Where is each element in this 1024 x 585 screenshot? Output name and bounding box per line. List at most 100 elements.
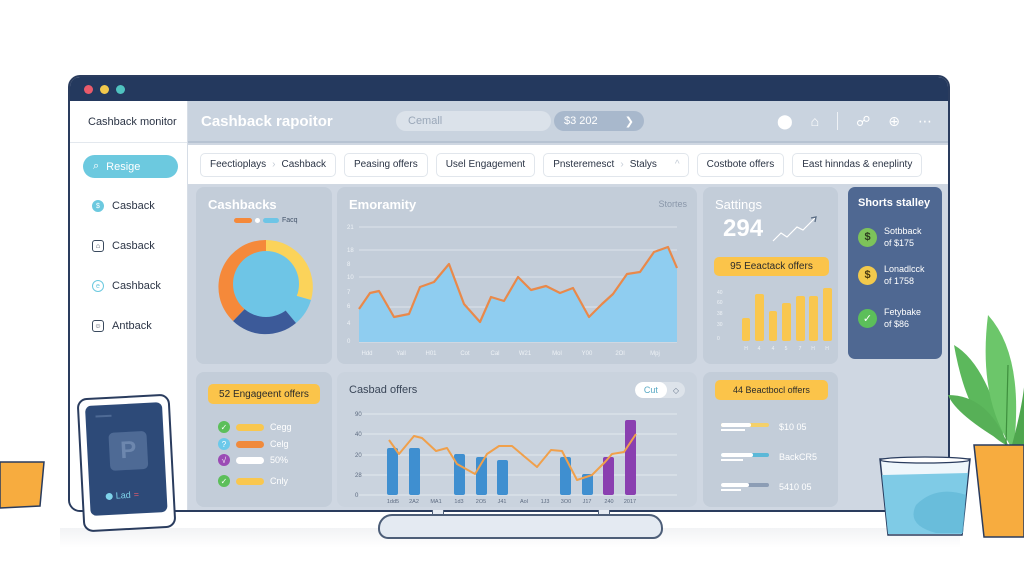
toggle-cut[interactable]: Cut [634,382,667,398]
dot-icon [105,492,113,500]
currency-icon: e [92,280,104,292]
close-dot[interactable] [84,84,93,94]
svg-text:2017: 2017 [624,499,636,505]
tab-peasing-offers[interactable]: Peasing offers [343,152,428,177]
globe-icon[interactable]: ⊕ [888,112,900,129]
sidebar-item-cashback[interactable]: e Cashback [70,266,187,306]
sidebar-item-label: Casback [112,240,155,252]
app-title: Cashback rapoitor [201,112,333,130]
svg-text:Yall: Yall [396,351,406,357]
sidebar-brand: Cashback monitor [70,101,187,143]
settings-value: 294 [723,215,764,242]
svg-text:0: 0 [347,339,351,345]
maximize-dot[interactable] [116,84,125,94]
casbad-offers-card: Casbad offers Cut ◇ 90 40 20 28 0 [337,372,697,507]
svg-text:3O0: 3O0 [561,499,571,505]
search-input[interactable]: Cemall [396,111,551,131]
phone-label: Lad = [105,489,139,501]
sidebar-primary-button[interactable]: ⌕ Resige [83,155,178,178]
beactbool-label: $10 05 [779,422,807,432]
tab-feectioplays-cashback[interactable]: Feectioplays › Cashback [200,152,336,177]
legend-swatch-blue [263,218,279,223]
svg-text:Y00: Y00 [582,351,593,357]
filter-tabs: Feectioplays › Cashback Peasing offers U… [188,145,948,185]
beactbool-row[interactable]: 5410 05 [721,482,812,492]
cashbacks-card: Cashbacks Facq [196,187,332,364]
svg-text:H: H [744,346,748,352]
more-icon[interactable]: ⋯ [918,112,932,129]
svg-text:H01: H01 [425,351,437,357]
card-corner-label: Stortes [658,199,687,209]
sidebar-item-casback-2[interactable]: ⌂ Casback [70,226,187,266]
top-bar: Cashback rapoitor Cemall $3 202 ❯ ⬤ ⌂ ☍ … [188,101,948,143]
engagement-row[interactable]: ✓ Cnly [218,475,288,487]
area-chart: 21 18 8 10 7 6 4 0 Hdd Yall H01 Cot Cal W21 Mol Y0… [347,225,679,357]
sidebar-item-antback[interactable]: ☺ Antback [70,306,187,346]
svg-text:5: 5 [785,346,788,352]
refresh-icon[interactable]: ❯ [624,115,634,128]
top-icon-group: ⬤ ⌂ ☍ ⊕ ⋯ [777,112,932,130]
svg-text:40: 40 [717,290,723,296]
share-nodes-icon[interactable]: ☍ [856,112,871,129]
beactbool-card: 44 Beactbocl offers $10 05 BackCR5 [703,372,838,507]
tab-costbote-offers[interactable]: Costbote offers [696,152,785,177]
svg-text:0: 0 [355,493,359,499]
svg-text:2A2: 2A2 [409,499,419,505]
tab-east-hinndas[interactable]: East hinndas & eneplinty [792,152,923,177]
svg-text:2Ol: 2Ol [615,351,624,357]
orange-cup-illustration [0,461,45,509]
svg-text:1dd5: 1dd5 [387,499,399,505]
caret-up-icon[interactable]: ^ [674,159,680,170]
engagement-offers-pill[interactable]: 52 Engageent offers [208,384,320,404]
sidebar-item-label: Antback [112,320,152,332]
flag-icon: = [133,489,140,500]
svg-text:Cal: Cal [490,351,499,357]
shorts-row[interactable]: $ Lonadlcck of 1758 [858,263,925,287]
dollar-coin-icon: $ [858,227,877,247]
balance-field[interactable]: $3 202 ❯ [554,111,644,131]
engagement-label: Cegg [270,422,292,432]
svg-text:0: 0 [717,336,720,342]
user-icon: ☺ [92,320,104,332]
svg-text:38: 38 [717,311,723,317]
engagement-row[interactable]: √ 50% [218,454,288,466]
shorts-row[interactable]: ✓ Fetybake of $86 [858,306,921,330]
tab-pnsteremesct-stalys[interactable]: Pnsteremesct › Stalys ^ [543,152,689,177]
shorts-row[interactable]: $ Sotbback of $175 [858,225,922,249]
info-icon: ? [218,438,230,450]
location-pin-icon[interactable]: ⬤ [776,112,793,129]
tab-user-engagement[interactable]: Usel Engagement [435,152,536,177]
svg-text:J41: J41 [498,499,507,505]
engagement-row[interactable]: ? Celg [218,438,289,450]
engagement-bar [236,423,264,431]
parking-logo-icon: P [108,430,149,471]
bank-icon[interactable]: ⌂ [810,113,820,129]
svg-text:30: 30 [717,322,723,328]
beactbool-row[interactable]: BackCR5 [721,452,817,462]
card-title: Shorts stalley [858,197,931,209]
card-title: Emoramity [349,197,417,212]
donut-legend: Facq [234,217,298,224]
tab-label: Cashback [281,159,326,170]
svg-text:6: 6 [347,304,351,310]
svg-text:Aol: Aol [520,499,528,505]
sidebar-item-casback-1[interactable]: $ Casback [70,186,187,226]
engagement-row[interactable]: ✓ Cegg [218,421,292,433]
minimize-dot[interactable] [100,84,109,94]
beactbool-row[interactable]: $10 05 [721,422,807,432]
settings-offers-pill[interactable]: 95 Eeactack offers [714,257,829,276]
engagement-bar [236,440,264,448]
svg-text:28: 28 [355,473,362,479]
water-glass-illustration [879,456,971,536]
diamond-icon[interactable]: ◇ [672,385,679,395]
card-title: Sattings [715,197,762,212]
home-icon: ⌂ [92,240,104,252]
svg-text:1J3: 1J3 [541,499,550,505]
svg-text:18: 18 [347,248,354,254]
svg-text:90: 90 [355,412,362,418]
beactbool-offers-pill[interactable]: 44 Beactbocl offers [715,380,828,400]
search-icon: ⌕ [93,160,100,172]
svg-text:40: 40 [355,432,362,438]
svg-text:Hdd: Hdd [361,351,372,357]
svg-text:Mol: Mol [552,351,562,357]
